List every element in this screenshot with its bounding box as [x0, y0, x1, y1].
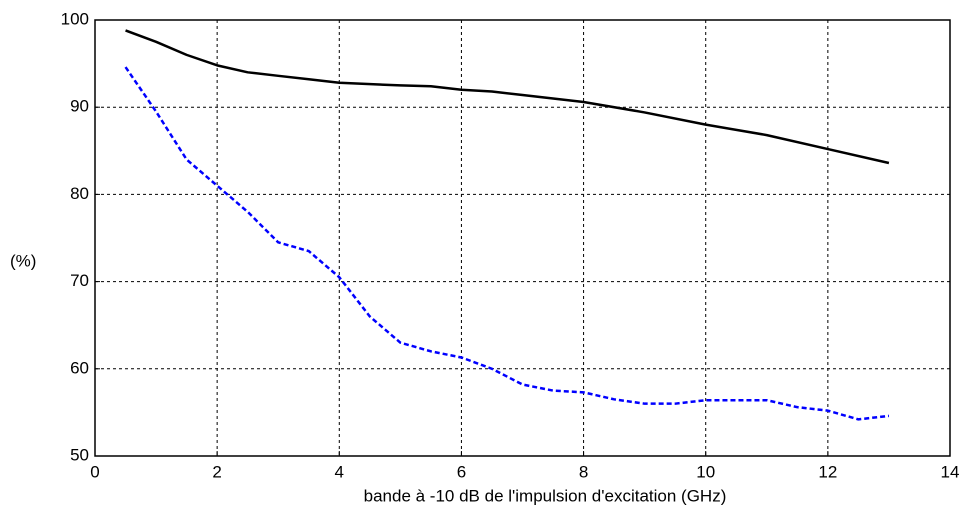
x-tick-label: 0: [90, 462, 99, 481]
x-tick-label: 6: [457, 462, 466, 481]
y-tick-label: 80: [70, 184, 89, 203]
x-axis-label: bande à -10 dB de l'impulsion d'excitati…: [364, 486, 727, 505]
x-tick-label: 10: [696, 462, 715, 481]
y-axis-label: (%): [10, 251, 36, 270]
data-line: [124, 66, 890, 421]
x-tick-label: 2: [212, 462, 221, 481]
y-tick-label: 100: [61, 9, 89, 28]
x-tick-label: 4: [335, 462, 344, 481]
plot-frame: [94, 19, 951, 457]
x-tick-label: 12: [818, 462, 837, 481]
data-line: [125, 29, 890, 165]
x-tick-label: 14: [941, 462, 960, 481]
y-tick-label: 90: [70, 97, 89, 116]
y-tick-label: 60: [70, 358, 89, 377]
y-tick-label: 70: [70, 271, 89, 290]
x-tick-label: 8: [579, 462, 588, 481]
y-tick-label: 50: [70, 445, 89, 464]
